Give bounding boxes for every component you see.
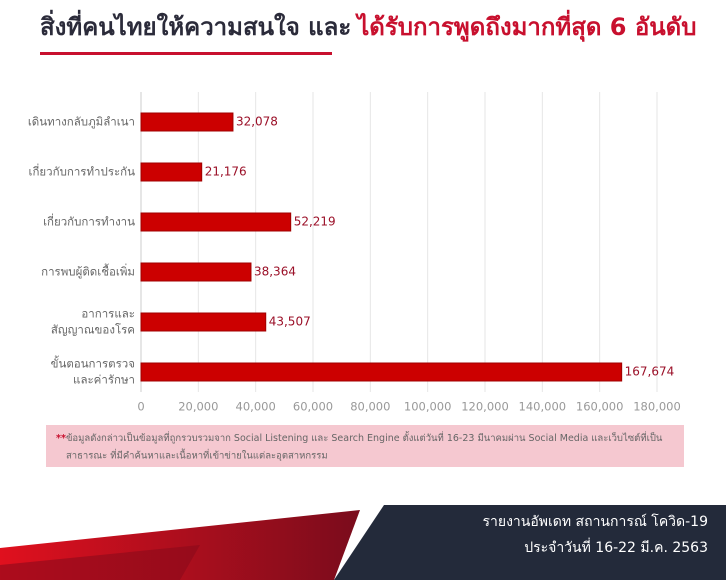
value-label: 43,507 (269, 315, 311, 329)
category-label: อาการและ (81, 307, 135, 321)
x-tick-label: 60,000 (293, 400, 333, 414)
value-label: 167,674 (625, 365, 675, 379)
title-part: สิ่งที่คนไทยให้ความสนใจ และ (40, 9, 351, 41)
title-underline (40, 52, 332, 55)
category-label: เกี่ยวกับการทำประกัน (29, 164, 136, 179)
title-part: ได้รับการพูดถึงมากที่สุด 6 อันดับ (354, 9, 696, 43)
value-label: 32,078 (236, 115, 278, 129)
note-line: ข้อมูลดังกล่าวเป็นข้อมูลที่ถูกรวบรวมจาก … (66, 431, 663, 444)
bar (140, 262, 252, 282)
bar (140, 162, 203, 182)
footer-text: รายงานอัพเดท สถานการณ์ โควิด-19 (483, 513, 709, 530)
bar (140, 112, 234, 132)
x-tick-label: 120,000 (461, 400, 509, 414)
category-label: เดินทางกลับภูมิลำเนา (28, 115, 135, 129)
value-label: 38,364 (254, 265, 296, 279)
x-tick-label: 100,000 (404, 400, 452, 414)
note-box (46, 425, 684, 467)
footer-dark (334, 505, 726, 580)
category-label: สัญญาณของโรค (51, 323, 135, 337)
x-tick-label: 180,000 (633, 400, 681, 414)
note-line: สาธารณะ ที่มีคำค้นหาและเนื้อหาที่เข้าข่า… (66, 449, 328, 462)
note-marker: ** (56, 433, 66, 444)
value-label: 52,219 (294, 215, 336, 229)
x-tick-label: 160,000 (576, 400, 624, 414)
x-tick-label: 0 (137, 400, 144, 414)
value-label: 21,176 (205, 165, 247, 179)
bar (140, 312, 267, 332)
x-tick-label: 140,000 (519, 400, 567, 414)
x-tick-label: 40,000 (236, 400, 276, 414)
bar (140, 212, 292, 232)
category-label: การพบผู้ติดเชื้อเพิ่ม (41, 264, 135, 279)
note: **ข้อมูลดังกล่าวเป็นข้อมูลที่ถูกรวบรวมจา… (56, 431, 663, 444)
bar (140, 362, 623, 382)
x-tick-label: 20,000 (178, 400, 218, 414)
category-label: และค่ารักษา (73, 373, 135, 387)
plot: 0 20,000 40,000 60,000 80,000 100,000 120,000 1… (28, 92, 681, 414)
x-tick-label: 80,000 (350, 400, 390, 414)
footer-text: ประจำวันที่ 16-22 มี.ค. 2563 (524, 538, 708, 556)
category-label: ขั้นตอนการตรวจ (51, 356, 135, 371)
footer-red-dark (0, 545, 200, 580)
category-label: เกี่ยวกับการทำงาน (43, 214, 135, 229)
